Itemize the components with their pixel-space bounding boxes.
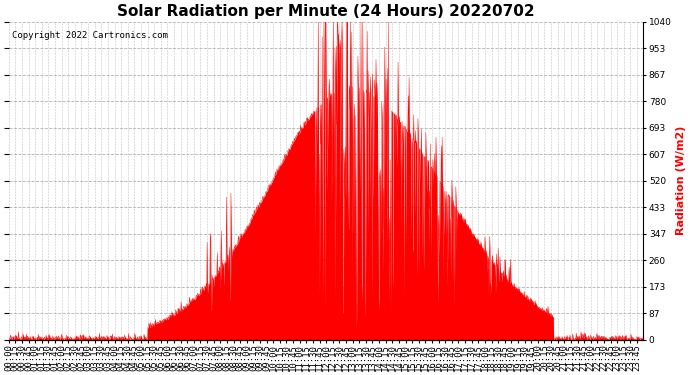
Text: Copyright 2022 Cartronics.com: Copyright 2022 Cartronics.com [12, 31, 168, 40]
Title: Solar Radiation per Minute (24 Hours) 20220702: Solar Radiation per Minute (24 Hours) 20… [117, 4, 535, 19]
Y-axis label: Radiation (W/m2): Radiation (W/m2) [676, 126, 686, 236]
